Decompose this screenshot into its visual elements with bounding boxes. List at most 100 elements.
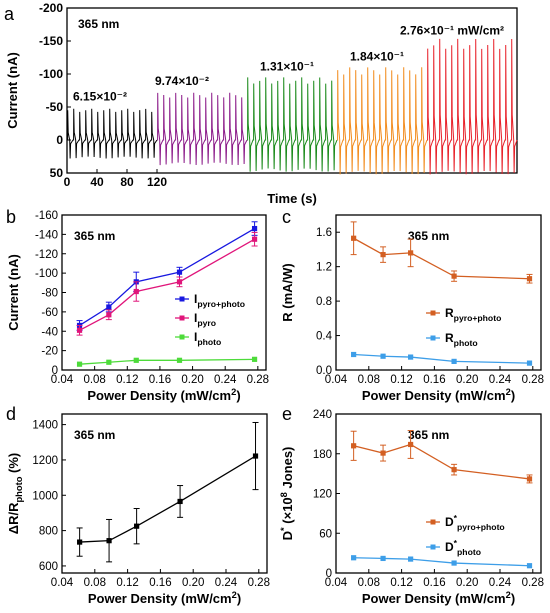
data-series: [351, 351, 533, 366]
x-tick-label: 0.24: [489, 577, 512, 589]
data-point: [380, 353, 386, 359]
plot-frame: [335, 214, 542, 371]
series-line: [79, 358, 255, 365]
power-density-label: 1.31×10⁻¹: [260, 60, 314, 74]
panel-d: d 0.04 0.08 0.12 0.16 0.20 0.24 0.28 600 800 1000 1…: [6, 404, 270, 606]
text-part: ΔR/R: [6, 502, 21, 534]
text-part: D: [280, 531, 295, 540]
x-axis-label: Power Density (mW/cm2): [88, 590, 241, 606]
text-part: pyro+photo: [454, 313, 502, 323]
panel-letter: d: [6, 404, 16, 424]
x-tick-label: 0.24: [489, 374, 512, 386]
data-point: [251, 225, 258, 232]
x-tick-label: 0.20: [456, 577, 478, 589]
data-point: [252, 453, 259, 459]
data-point: [526, 360, 533, 366]
legend-marker: [430, 335, 436, 341]
y-tick-label: -100: [35, 268, 58, 280]
text-part: Power Density (mW/cm: [88, 591, 232, 606]
legend-label: D*pyro+photo: [445, 513, 505, 532]
data-point: [526, 476, 533, 482]
text-part: pyro: [197, 318, 216, 328]
x-tick-label: 0: [64, 175, 71, 189]
x-tick-label: 0.20: [182, 577, 204, 589]
data-point: [451, 467, 457, 473]
x-axis-label: Time (s): [267, 191, 317, 206]
x-tick-label: 0.12: [390, 577, 412, 589]
series-segment: 1.84×10⁻¹: [337, 50, 428, 175]
x-axis-label: Power Density (mW/cm2): [362, 387, 515, 403]
y-tick-label: 1.6: [316, 227, 332, 239]
legend-marker: [179, 315, 185, 321]
y-tick-label: 0: [52, 365, 58, 377]
text-part: I: [194, 292, 197, 306]
plot-frame: [61, 413, 268, 574]
wavelength-annotation: 365 nm: [408, 428, 449, 442]
text-part: pyro+photo: [457, 522, 505, 532]
power-density-label: 1.84×10⁻¹: [350, 50, 404, 64]
panel-c: c 0.04 0.08 0.12 0.16 0.20 0.24 0.28 0.0 0.4 0.8 1.…: [280, 207, 544, 403]
current-trace: [67, 108, 158, 159]
y-tick-label: -80: [41, 288, 58, 300]
text-part: Power Density (mW/cm: [362, 591, 506, 606]
power-density-label: 9.74×10⁻²: [155, 74, 209, 88]
text-part: *: [454, 513, 458, 523]
data-point: [526, 276, 533, 282]
data-point: [251, 356, 258, 362]
text-part: D: [445, 515, 454, 529]
legend-label: Rpyro+photo: [445, 306, 501, 323]
text-part: ): [236, 388, 240, 403]
current-trace: [157, 92, 248, 166]
y-axis-label-group: D* (×108 Jones): [279, 447, 295, 541]
data-point: [351, 555, 357, 561]
y-tick-label: 120: [313, 489, 332, 501]
x-tick-label: 0.12: [116, 374, 138, 386]
y-tick-label: 1400: [32, 420, 58, 432]
text-part: 2: [232, 590, 237, 600]
legend-label: Iphoto: [194, 330, 221, 347]
data-point: [526, 563, 533, 569]
x-tick-label: 0.28: [522, 374, 544, 386]
text-part: (%): [6, 453, 21, 477]
current-trace: [337, 67, 428, 175]
data-point: [134, 523, 140, 529]
legend-marker: [430, 519, 436, 525]
y-tick-label: 1000: [32, 490, 58, 502]
y-tick-label: 60: [319, 528, 332, 540]
data-point: [351, 235, 357, 241]
data-point: [408, 556, 414, 562]
y-tick-label: -100: [39, 67, 63, 81]
data-point: [408, 441, 414, 448]
x-tick-label: 0.04: [325, 374, 348, 386]
y-tick-label: 0.8: [316, 296, 332, 308]
data-point: [106, 359, 112, 365]
data-series: [76, 231, 258, 336]
text-part: photo: [197, 337, 221, 347]
data-point: [76, 327, 83, 333]
x-tick-label: 0.28: [522, 577, 544, 589]
x-tick-label: 0.12: [116, 577, 138, 589]
text-part: Jones): [280, 447, 295, 493]
y-axis-label: ΔR/Rphoto (%): [6, 453, 24, 535]
panel-letter: b: [6, 207, 16, 227]
text-part: 2: [506, 387, 511, 397]
y-tick-label: 0: [326, 568, 332, 580]
x-tick-label: 0.16: [423, 374, 445, 386]
panel-e: e 0.04 0.08 0.12 0.16 0.20 0.24 0.28 0 60 120 180 24…: [279, 404, 544, 606]
x-tick-label: 0.20: [181, 374, 203, 386]
legend-marker: [179, 334, 185, 340]
y-tick-label: 180: [313, 449, 332, 461]
series-segment: 6.15×10⁻²: [67, 89, 158, 159]
x-axis-label: Power Density (mW/cm2): [87, 387, 240, 403]
x-tick-label: 0.16: [149, 374, 171, 386]
y-tick-label: -50: [46, 100, 64, 114]
data-point: [451, 560, 457, 566]
x-tick-label: 0.28: [247, 374, 269, 386]
y-tick-label: -200: [39, 1, 63, 15]
y-tick-label: -140: [35, 229, 58, 241]
wavelength-annotation: 365 nm: [74, 428, 115, 442]
series-line: [79, 238, 255, 331]
